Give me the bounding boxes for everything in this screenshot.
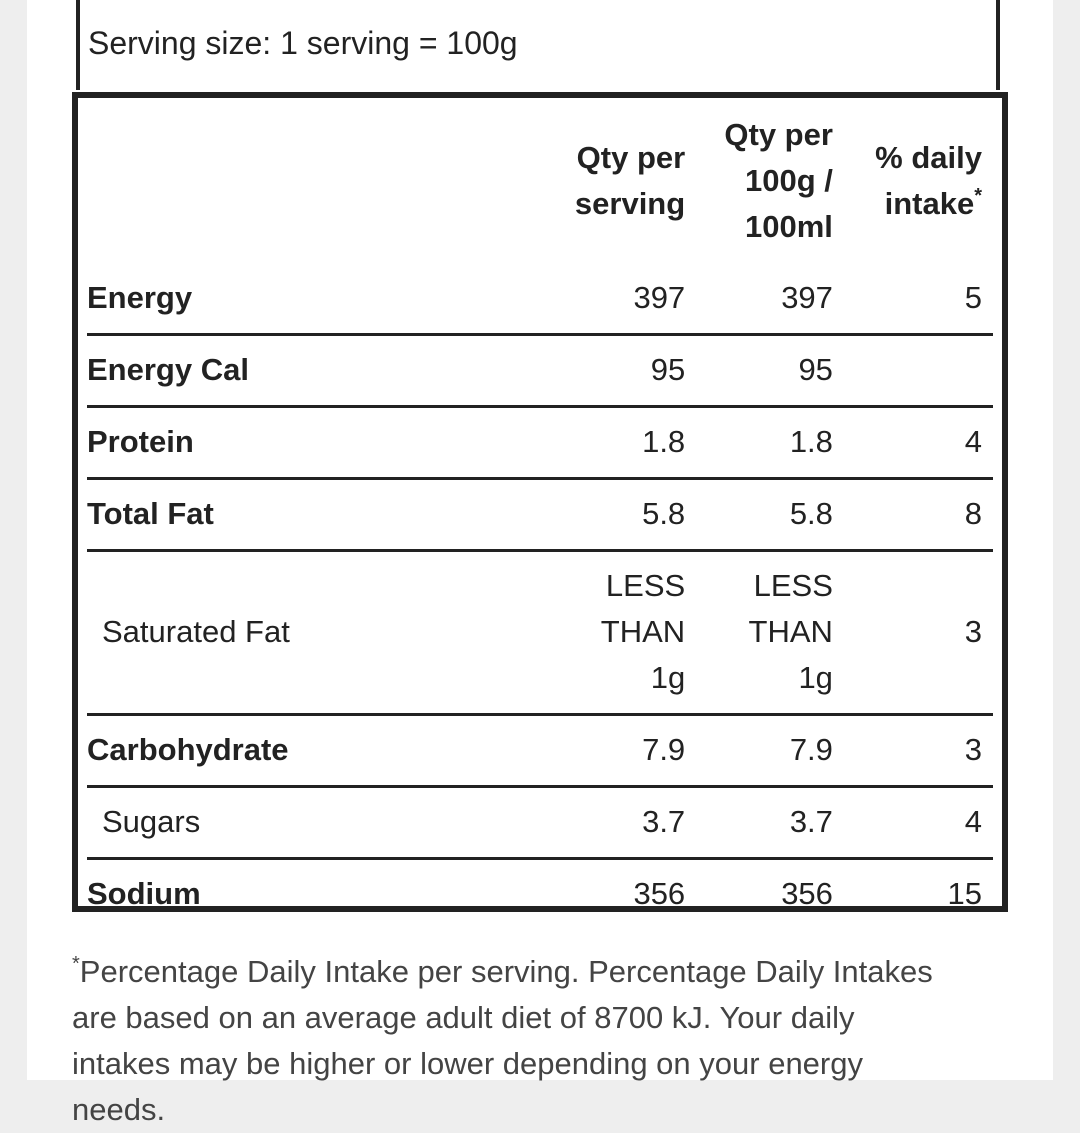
cell-value: 356 [781, 876, 833, 911]
row-cell: 5 [833, 264, 993, 335]
cell-value: 3 [964, 732, 982, 767]
cell-value: LESS THAN 1g [600, 568, 686, 695]
cell-value: 95 [798, 352, 833, 387]
row-name: Sodium [87, 856, 566, 929]
cell-value: 8 [964, 496, 982, 531]
row-name: Carbohydrate [87, 712, 566, 786]
table-row: Sugars 3.7 3.7 4 [87, 784, 993, 858]
row-cell: LESS THAN 1g [565, 548, 686, 714]
row-name: Total Fat [87, 476, 566, 550]
row-cell: 397 [566, 264, 686, 335]
table-row: Total Fat 5.8 5.8 8 [87, 476, 993, 550]
table-row: Energy Cal 95 95 [87, 332, 993, 406]
row-cell: 95 [565, 332, 686, 406]
row-cell: 5.8 [565, 476, 686, 550]
footnote-text: Percentage Daily Intake per serving. Per… [72, 954, 933, 1127]
cell-value: 397 [781, 280, 833, 315]
header-text: % daily intake [875, 139, 982, 221]
table-row: Carbohydrate 7.9 7.9 3 [87, 712, 993, 786]
row-cell: 356 [685, 856, 833, 929]
cell-value: 4 [964, 424, 982, 459]
cell-value: 15 [947, 876, 982, 911]
header-cell: Qty per serving [566, 100, 686, 264]
row-cell: 1.8 [685, 404, 833, 478]
header-row: Qty per serving Qty per 100g / 100ml% dai… [87, 100, 993, 264]
footnote: *Percentage Daily Intake per serving. Pe… [72, 949, 952, 1133]
cell-value: 5 [964, 280, 982, 315]
row-cell: 7.9 [685, 712, 833, 786]
page: Serving size: 1 serving = 100g Qty per s… [27, 0, 1053, 1127]
header-cell: % daily intake* [833, 100, 993, 264]
cell-value: 397 [633, 280, 686, 315]
note-marker: * [72, 953, 80, 975]
header-cell: Qty per 100g / 100ml [685, 100, 833, 264]
row-name: Energy Cal [87, 332, 566, 406]
row-cell: 8 [832, 476, 993, 550]
row-cell: 356 [565, 856, 686, 929]
cell-value: 3.7 [642, 804, 686, 839]
row-name: Saturated Fat [87, 548, 566, 714]
row-name: Protein [87, 404, 566, 478]
row-cell: 1.8 [565, 404, 686, 478]
row-cell [832, 332, 993, 406]
cell-value: 7.9 [642, 732, 686, 767]
cell-value: 3 [964, 614, 982, 649]
row-cell: 4 [832, 784, 993, 858]
row-cell: 7.9 [565, 712, 686, 786]
cell-value: 5.8 [789, 496, 833, 531]
row-cell: 397 [685, 264, 833, 335]
row-cell: 3 [832, 548, 993, 714]
nutrition-box: Qty per serving Qty per 100g / 100ml% dai… [72, 92, 1008, 929]
cell-value: 7.9 [789, 732, 833, 767]
row-cell: 15 [832, 856, 993, 929]
header-cell [87, 100, 566, 264]
row-cell: 3.7 [685, 784, 833, 858]
row-name: Energy [87, 280, 193, 315]
header-text: Qty per 100g / 100ml [724, 116, 833, 244]
cell-value: 3.7 [789, 804, 833, 839]
serving-box [76, 0, 1000, 90]
table-row: Protein 1.8 1.8 4 [87, 404, 993, 478]
table-body: Energy 397 397 5 Energy Cal 95 95 Protein 1.8 1.8… [87, 264, 993, 929]
note-marker: * [974, 184, 982, 207]
table-row: Saturated Fat LESS THAN 1g LESS THAN 1g 3 [87, 548, 993, 714]
table-row: Sodium 356 356 15 [87, 856, 993, 929]
cell-value: 1.8 [789, 424, 833, 459]
cell-value: LESS THAN 1g [748, 568, 833, 695]
cell-value: 4 [964, 804, 982, 839]
nutrition-table: Qty per serving Qty per 100g / 100ml% dai… [87, 100, 993, 929]
row-cell: 5.8 [685, 476, 833, 550]
row-cell: 3 [832, 712, 993, 786]
serving-size: Serving size: 1 serving = 100g [88, 25, 518, 61]
row-cell: 95 [685, 332, 833, 406]
header-text: Qty per serving [574, 139, 686, 221]
cell-value: 1.8 [642, 424, 686, 459]
row-cell: 4 [832, 404, 993, 478]
cell-value: 95 [650, 352, 686, 387]
row-cell: LESS THAN 1g [685, 548, 833, 714]
cell-value: 5.8 [642, 496, 686, 531]
row-name: Sugars [87, 784, 566, 858]
cell-value: 356 [633, 876, 686, 911]
table-row: Energy 397 397 5 [87, 264, 993, 335]
row-cell: 3.7 [565, 784, 686, 858]
